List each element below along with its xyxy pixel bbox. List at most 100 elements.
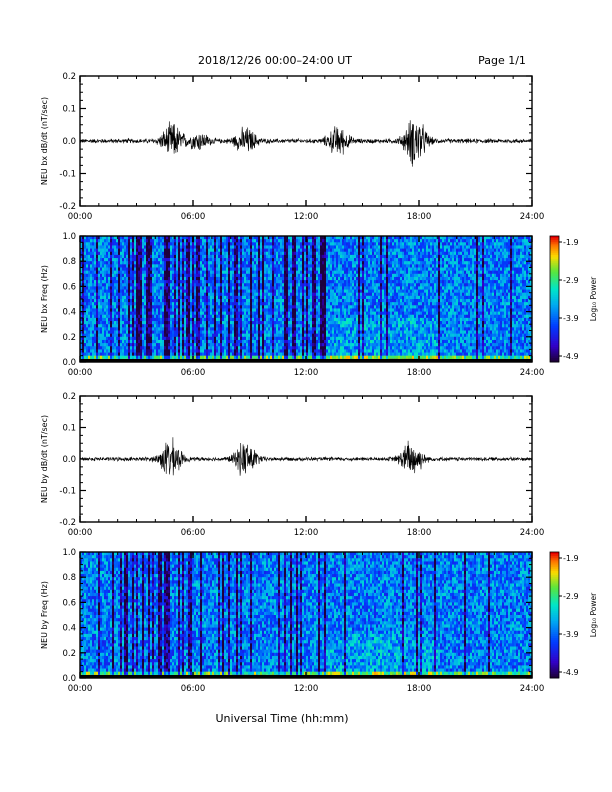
spectrogram-cell xyxy=(386,283,389,287)
spectrogram-cell xyxy=(210,280,213,284)
spectrogram-cell xyxy=(350,273,353,278)
spectrogram-cell xyxy=(132,283,135,287)
spectrogram-cell xyxy=(310,302,313,306)
spectrogram-cell xyxy=(344,273,347,278)
spectrogram-cell xyxy=(416,289,419,294)
spectrogram-cell xyxy=(498,280,501,284)
spectrogram-cell xyxy=(324,245,327,249)
spectrogram-cell xyxy=(90,261,93,265)
spectrogram-cell xyxy=(268,280,271,284)
spectrogram-cell xyxy=(494,254,497,259)
spectrogram-cell xyxy=(446,254,449,259)
spectrogram-cell xyxy=(92,239,95,243)
spectrogram-cell xyxy=(278,264,281,268)
spectrogram-cell xyxy=(386,245,389,249)
spectrogram-cell xyxy=(270,276,273,281)
spectrogram-cell xyxy=(102,286,105,290)
spectrogram-cell xyxy=(526,251,529,256)
spectrogram-cell xyxy=(432,254,435,259)
spectrogram-cell xyxy=(464,299,467,303)
spectrogram-cell xyxy=(184,289,187,294)
spectrogram-cell xyxy=(184,273,187,278)
spectrogram-cell xyxy=(358,261,361,265)
spectrogram-cell xyxy=(88,236,91,240)
spectrogram-cell xyxy=(438,239,441,243)
spectrogram-cell xyxy=(116,267,119,272)
spectrogram-cell xyxy=(484,270,487,275)
spectrogram-cell xyxy=(176,289,179,294)
spectrogram-cell xyxy=(192,302,195,306)
spectrogram-cell xyxy=(320,299,323,303)
spectrogram-cell xyxy=(458,267,461,272)
spectrogram-cell xyxy=(456,248,459,253)
spectrogram-cell xyxy=(486,270,489,275)
spectrogram-cell xyxy=(282,236,285,240)
spectrogram-cell xyxy=(334,248,337,253)
spectrogram-cell xyxy=(198,292,201,297)
spectrogram-cell xyxy=(286,289,289,294)
spectrogram-cell xyxy=(262,258,265,262)
spectrogram-cell xyxy=(500,245,503,249)
spectrogram-cell xyxy=(456,258,459,262)
spectrogram-cell xyxy=(446,267,449,272)
spectrogram-cell xyxy=(216,236,219,240)
spectrogram-cell xyxy=(466,264,469,268)
spectrogram-cell xyxy=(374,292,377,297)
spectrogram-cell xyxy=(436,280,439,284)
spectrogram-cell xyxy=(110,299,113,303)
spectrogram-cell xyxy=(526,239,529,243)
spectrogram-cell xyxy=(308,258,311,262)
spectrogram-cell xyxy=(116,292,119,297)
spectrogram-cell xyxy=(492,289,495,294)
spectrogram-cell xyxy=(264,295,267,300)
spectrogram-cell xyxy=(132,299,135,303)
spectrogram-cell xyxy=(382,242,385,246)
spectrogram-cell xyxy=(334,276,337,281)
spectrogram-cell xyxy=(174,248,177,253)
spectrogram-cell xyxy=(468,251,471,256)
spectrogram-cell xyxy=(134,245,137,249)
spectrogram-cell xyxy=(484,254,487,259)
spectrogram-cell xyxy=(486,242,489,246)
spectrogram-cell xyxy=(434,283,437,287)
spectrogram-cell xyxy=(168,236,171,240)
spectrogram-cell xyxy=(376,258,379,262)
spectrogram-cell xyxy=(128,264,131,268)
spectrogram-cell xyxy=(510,286,513,290)
spectrogram-cell xyxy=(444,273,447,278)
spectrogram-cell xyxy=(166,242,169,246)
spectrogram-cell xyxy=(380,254,383,259)
spectrogram-cell xyxy=(522,280,525,284)
spectrogram-cell xyxy=(376,254,379,259)
spectrogram-cell xyxy=(452,295,455,300)
spectrogram-cell xyxy=(172,289,175,294)
spectrogram-cell xyxy=(282,248,285,253)
spectrogram-cell xyxy=(180,248,183,253)
spectrogram-cell xyxy=(352,295,355,300)
spectrogram-cell xyxy=(282,286,285,290)
spectrogram-cell xyxy=(204,270,207,275)
spectrogram-cell xyxy=(520,258,523,262)
spectrogram-cell xyxy=(188,267,191,272)
spectrogram-cell xyxy=(338,302,341,306)
spectrogram-cell xyxy=(296,289,299,294)
spectrogram-cell xyxy=(452,292,455,297)
spectrogram-cell xyxy=(510,236,513,240)
spectrogram-cell xyxy=(80,289,83,294)
spectrogram-cell xyxy=(126,254,129,259)
spectrogram-cell xyxy=(178,236,181,240)
spectrogram-cell xyxy=(256,261,259,265)
spectrogram-cell xyxy=(220,283,223,287)
spectrogram-cell xyxy=(474,258,477,262)
spectrogram-cell xyxy=(442,295,445,300)
spectrogram-cell xyxy=(478,264,481,268)
spectrogram-cell xyxy=(432,261,435,265)
spectrogram-cell xyxy=(460,280,463,284)
spectrogram-cell xyxy=(238,302,241,306)
spectrogram-cell xyxy=(270,267,273,272)
spectrogram-cell xyxy=(324,289,327,294)
spectrogram-cell xyxy=(342,299,345,303)
spectrogram-cell xyxy=(530,239,533,243)
spectrogram-cell xyxy=(410,283,413,287)
spectrogram-cell xyxy=(478,245,481,249)
